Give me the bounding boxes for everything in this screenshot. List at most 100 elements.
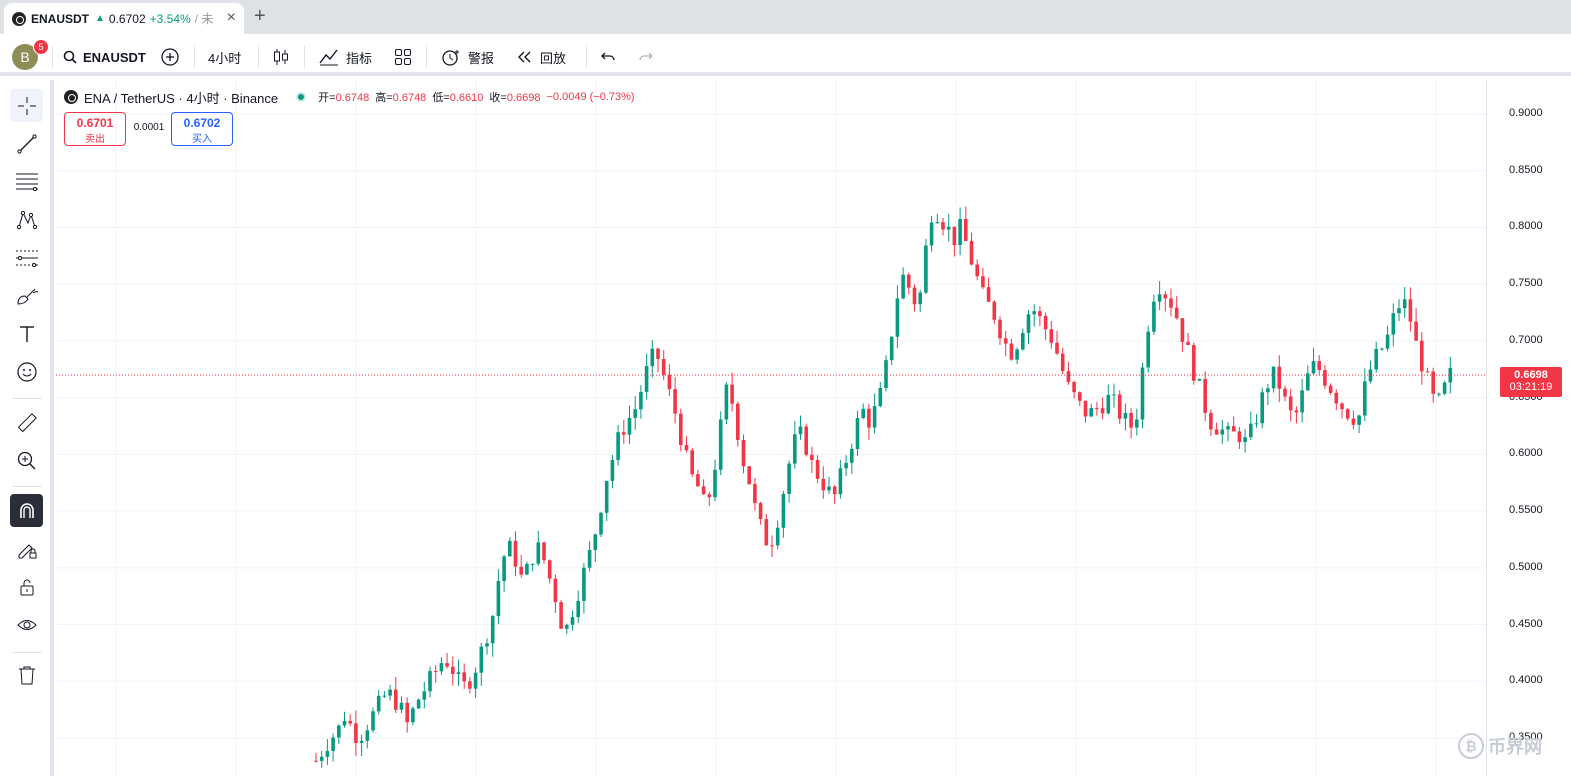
candle-body — [1408, 299, 1413, 322]
brush-icon — [16, 288, 38, 305]
watermark-text: 币界网 — [1488, 737, 1542, 757]
candle-body — [804, 426, 808, 455]
tab-rest: / 未 — [194, 12, 214, 26]
candle-body — [1186, 341, 1190, 346]
candle-body — [1300, 390, 1304, 413]
price-axis[interactable]: 0.90000.85000.80000.75000.70000.65000.60… — [1486, 80, 1571, 776]
candle-body — [1100, 408, 1105, 414]
candle-body — [468, 681, 472, 689]
candle-body — [941, 222, 945, 230]
forecast-tool[interactable] — [10, 241, 43, 274]
candle-body — [787, 463, 791, 494]
sell-button[interactable]: 0.6701 卖出 — [64, 112, 126, 146]
candle-body — [861, 408, 865, 419]
candle-body — [1334, 392, 1339, 404]
tab-change: +3.54% — [149, 11, 191, 26]
candle-body — [376, 695, 381, 712]
candle-body — [451, 666, 455, 674]
candle-body — [998, 319, 1002, 339]
candle-body — [439, 663, 444, 672]
candle-body — [832, 486, 837, 495]
candle-body — [1112, 394, 1116, 396]
rewind-icon — [518, 51, 531, 63]
candle-body — [365, 730, 370, 741]
buy-button[interactable]: 0.6702 买入 — [171, 112, 233, 146]
alerts-button[interactable]: 警报 — [440, 46, 494, 68]
candle-body — [456, 672, 461, 674]
symbol-search-button[interactable]: ENAUSDT — [63, 46, 146, 68]
lock-tool[interactable] — [10, 570, 43, 603]
candle-body — [1340, 403, 1344, 410]
candle-body — [1021, 332, 1025, 350]
indicators-label: 指标 — [346, 50, 373, 66]
candle-body — [422, 691, 427, 700]
compare-button[interactable] — [160, 46, 180, 68]
candle-body — [604, 480, 609, 513]
candle-body — [1140, 367, 1145, 420]
trendline-tool[interactable] — [10, 127, 43, 160]
crosshair-tool[interactable] — [10, 89, 43, 122]
drawing-toolbar — [0, 80, 54, 776]
candle-body — [633, 409, 637, 418]
delete-drawings-tool[interactable] — [10, 658, 43, 691]
price-chart[interactable] — [56, 80, 1486, 776]
candle-body — [1249, 423, 1253, 438]
divider — [52, 46, 53, 68]
pattern-icon — [16, 210, 37, 229]
candle-body — [565, 624, 569, 629]
candle-body — [656, 348, 660, 359]
candle-body — [690, 450, 694, 475]
layouts-button[interactable] — [394, 46, 412, 68]
candle-body — [1414, 321, 1418, 341]
candle-body — [1135, 419, 1139, 428]
price-tick-label: 0.6000 — [1509, 447, 1543, 460]
zoom-tool[interactable] — [10, 444, 43, 477]
symbol-title[interactable]: ENA / TetherUS · 4小时 · Binance — [84, 90, 279, 106]
unlock-icon — [20, 579, 33, 595]
candle-body — [1117, 394, 1122, 419]
price-tick-label: 0.3500 — [1509, 731, 1543, 743]
fib-retracement-tool[interactable] — [10, 165, 43, 198]
divider — [12, 486, 42, 487]
indicators-button[interactable]: 指标 — [318, 46, 372, 68]
chart-type-button[interactable] — [272, 46, 290, 68]
magnet-tool[interactable] — [10, 494, 43, 527]
interval-button[interactable]: 4小时 — [208, 50, 242, 66]
candle-body — [981, 276, 985, 288]
candle-body — [1106, 394, 1111, 414]
candle-body — [473, 672, 478, 689]
alarm-clock-icon — [442, 50, 459, 66]
candle-body — [730, 384, 734, 404]
ena-coin-icon — [12, 11, 26, 26]
lock-drawings-tool[interactable] — [10, 532, 43, 565]
candle-body — [593, 534, 598, 550]
candle-body — [1271, 366, 1276, 389]
browser-tab[interactable]: ENAUSDT ▲ 0.6702 +3.54% / 未 × — [4, 3, 244, 34]
candle-body — [1374, 349, 1378, 370]
indicators-icon — [319, 49, 338, 66]
hide-drawings-tool[interactable] — [10, 608, 43, 641]
undo-icon — [601, 52, 615, 61]
sell-price: 0.6701 — [76, 116, 114, 130]
undo-button[interactable] — [600, 46, 616, 68]
text-tool[interactable] — [10, 317, 43, 350]
candle-body — [650, 348, 655, 367]
ruler-tool[interactable] — [10, 406, 43, 439]
price-tick-label: 0.8500 — [1509, 163, 1543, 176]
redo-button[interactable] — [638, 46, 654, 68]
forecast-icon — [15, 250, 38, 267]
price-tick-label: 0.8000 — [1509, 220, 1543, 233]
brush-tool[interactable] — [10, 279, 43, 312]
candle-body — [1083, 400, 1088, 417]
smiley-icon — [16, 361, 37, 382]
tab-close-icon[interactable]: × — [226, 9, 236, 26]
new-tab-button[interactable]: + — [254, 5, 266, 27]
candle-body — [1026, 314, 1031, 333]
candle-body — [667, 374, 672, 390]
candle-body — [462, 672, 466, 682]
candle-body — [661, 358, 666, 375]
emoji-tool[interactable] — [10, 355, 43, 388]
candle-body — [878, 387, 883, 407]
replay-button[interactable]: 回放 — [516, 46, 566, 68]
pattern-tool[interactable] — [10, 203, 43, 236]
